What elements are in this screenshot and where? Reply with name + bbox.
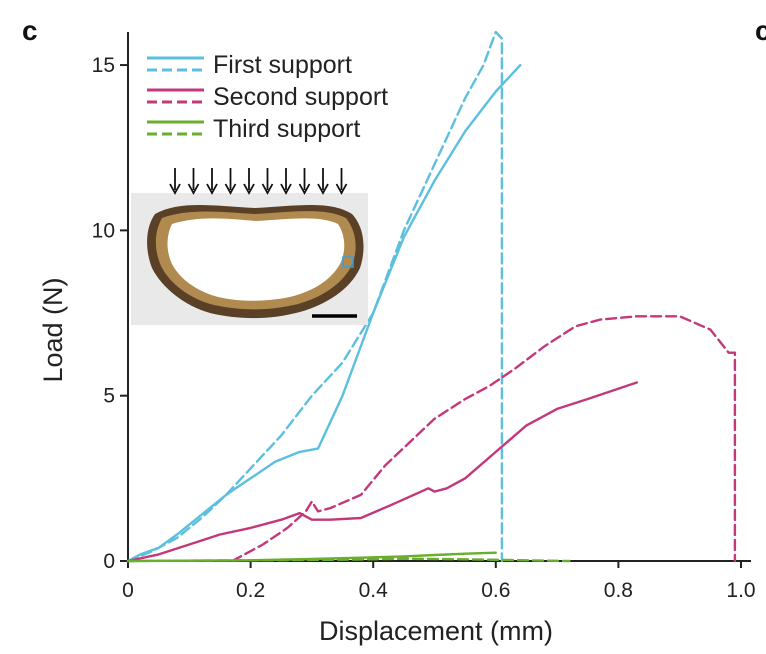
series-line-5 [126, 557, 571, 563]
arrow-down-icon [169, 183, 181, 195]
series-line-2 [126, 381, 638, 563]
x-tick-label: 0.6 [481, 579, 510, 602]
arrow-down-icon [261, 183, 274, 195]
x-tick-label: 0 [122, 579, 134, 602]
arrow-down-icon [298, 183, 311, 195]
series-line-3 [230, 315, 737, 563]
legend: First support Second support Third support [147, 51, 388, 143]
legend-label: Third support [213, 115, 360, 143]
arrow-down-icon [335, 183, 348, 195]
cross-section-hollow [167, 218, 345, 301]
series-line-4 [126, 551, 497, 563]
arrow-down-icon [280, 183, 292, 195]
y-tick-label: 0 [103, 550, 115, 573]
x-axis-title: Displacement (mm) [319, 616, 553, 646]
panel-label: c [22, 15, 38, 46]
series-line-1 [126, 30, 504, 563]
x-tick-label: 0.8 [604, 579, 633, 602]
arrow-down-icon [206, 183, 218, 195]
legend-label: First support [213, 51, 352, 79]
arrow-down-icon [243, 183, 255, 195]
x-tick-label: 0.4 [359, 579, 389, 602]
arrow-down-icon [187, 183, 200, 195]
load-arrows [169, 168, 348, 195]
arrow-down-icon [317, 183, 329, 195]
x-tick-label: 1.0 [726, 579, 755, 602]
y-axis-title: Load (N) [38, 277, 68, 382]
series-line-0 [126, 63, 522, 563]
y-tick-label: 10 [92, 219, 115, 242]
y-tick-label: 15 [92, 54, 115, 77]
arrow-down-icon [224, 183, 237, 195]
x-tick-label: 0.2 [236, 579, 265, 602]
y-tick-label: 5 [103, 385, 115, 408]
legend-label: Second support [213, 83, 388, 111]
series-group [126, 30, 737, 563]
inset-highlight-box [342, 256, 354, 268]
next-panel-label: c [755, 15, 766, 46]
inset-photo [131, 168, 368, 325]
